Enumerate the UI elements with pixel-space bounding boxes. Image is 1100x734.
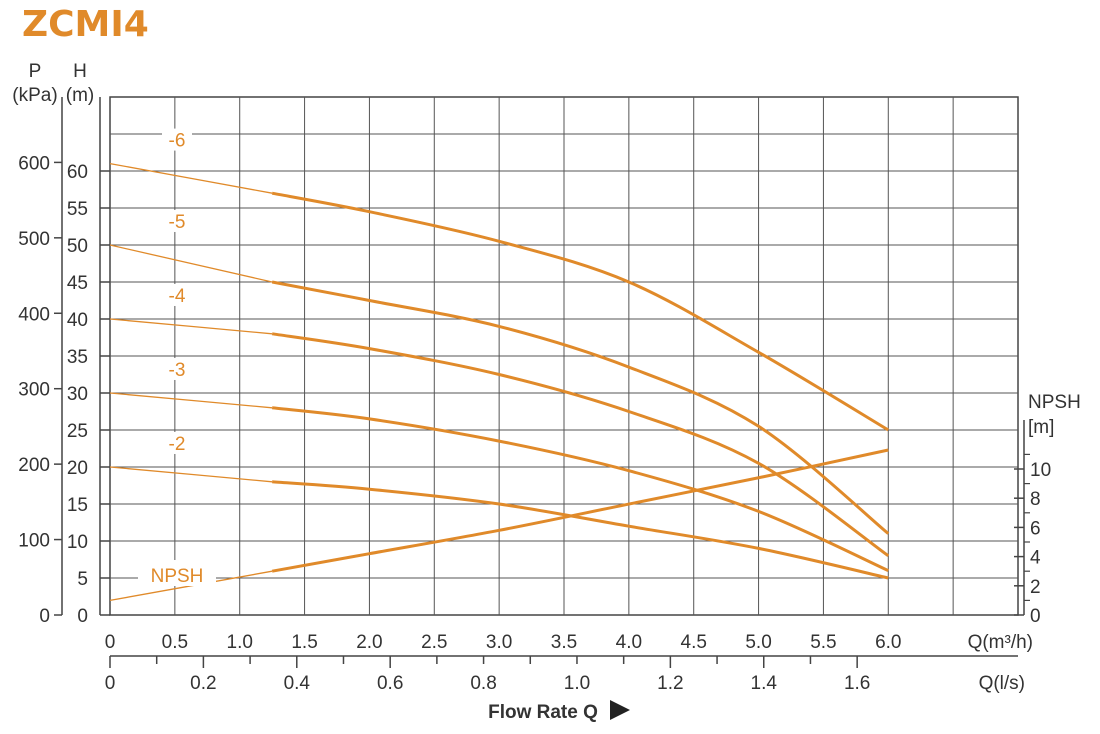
p-tick-label: 0	[39, 606, 50, 627]
curve-label-6: -6	[169, 131, 186, 152]
axes: 051015202530354045505560H(m)010020030040…	[12, 61, 1081, 723]
curves	[109, 162, 890, 602]
curve-label-5: -5	[169, 212, 186, 233]
p-axis-label: P	[29, 61, 42, 82]
curve-label-2: -2	[169, 434, 186, 455]
p-tick-label: 600	[18, 153, 50, 174]
h-axis-unit: (m)	[66, 85, 94, 106]
h-tick-label: 25	[67, 421, 88, 442]
h-tick-label: 10	[67, 532, 88, 553]
h-axis-label: H	[73, 61, 87, 82]
curve-label-npsh: NPSH	[151, 566, 204, 587]
npsh-axis-label: NPSH	[1028, 392, 1081, 413]
xls-tick-label: 0.4	[284, 673, 311, 694]
xm3h-tick-label: 5.5	[810, 632, 836, 653]
xls-tick-label: 0.2	[190, 673, 216, 694]
h-tick-label: 60	[67, 162, 88, 183]
curve-label-3: -3	[169, 360, 186, 381]
xls-axis-label: Q(l/s)	[979, 673, 1025, 694]
xls-tick-label: 0	[105, 673, 116, 694]
curve-label-bg	[162, 357, 192, 380]
p-tick-label: 200	[18, 455, 50, 476]
npsh-tick-label: 0	[1030, 606, 1041, 627]
npsh-tick-label: 6	[1030, 518, 1041, 539]
p-axis-unit: (kPa)	[12, 85, 57, 106]
h-tick-label: 40	[67, 310, 88, 331]
xm3h-tick-label: 5.0	[745, 632, 771, 653]
curve--4	[271, 332, 890, 558]
curve-label-bg	[162, 209, 192, 232]
xm3h-tick-label: 6.0	[875, 632, 901, 653]
curve-label-bg	[162, 283, 192, 306]
xm3h-tick-label: 1.5	[291, 632, 317, 653]
curve--5	[271, 280, 890, 535]
curve-label-bg	[162, 431, 192, 454]
xm3h-axis-label: Q(m³/h)	[968, 632, 1033, 653]
h-tick-label: 30	[67, 384, 88, 405]
xm3h-tick-label: 0.5	[162, 632, 188, 653]
curve-thin--6	[109, 162, 273, 194]
h-tick-label: 45	[67, 273, 88, 294]
h-tick-label: 35	[67, 347, 88, 368]
curve-NPSH	[271, 448, 889, 573]
xls-tick-label: 1.2	[657, 673, 683, 694]
xm3h-tick-label: 4.5	[681, 632, 707, 653]
xm3h-tick-label: 2.5	[421, 632, 447, 653]
npsh-tick-label: 8	[1030, 489, 1041, 510]
xm3h-tick-label: 0	[105, 632, 116, 653]
curve-thin--4	[109, 318, 273, 335]
curve--6	[271, 191, 890, 432]
xm3h-tick-label: 3.5	[551, 632, 577, 653]
h-tick-label: 50	[67, 236, 88, 257]
curve-label-4: -4	[169, 286, 186, 307]
npsh-label-bg	[138, 560, 216, 586]
arrow-right-icon	[610, 700, 630, 720]
npsh-axis-unit: [m]	[1028, 417, 1054, 438]
h-tick-label: 15	[67, 495, 88, 516]
h-tick-label: 5	[77, 569, 88, 590]
xls-tick-label: 1.4	[751, 673, 778, 694]
labels: -6 -5 -4 -3 -2 NPSH	[138, 128, 216, 587]
xm3h-tick-label: 1.0	[227, 632, 253, 653]
npsh-tick-label: 2	[1030, 577, 1041, 598]
p-tick-label: 500	[18, 229, 50, 250]
curve--3	[271, 406, 889, 572]
curve-thin--3	[109, 392, 273, 409]
curve--2	[272, 480, 889, 580]
xls-tick-label: 0.6	[377, 673, 403, 694]
p-tick-label: 300	[18, 380, 50, 401]
xls-tick-label: 0.8	[470, 673, 496, 694]
curve-thin--5	[109, 244, 273, 283]
h-tick-label: 0	[77, 606, 88, 627]
xm3h-tick-label: 4.0	[616, 632, 642, 653]
npsh-tick-label: 10	[1030, 460, 1051, 481]
xm3h-tick-label: 3.0	[486, 632, 512, 653]
xls-tick-label: 1.6	[844, 673, 870, 694]
xm3h-tick-label: 2.0	[356, 632, 382, 653]
h-tick-label: 20	[67, 458, 88, 479]
xls-tick-label: 1.0	[564, 673, 590, 694]
curve-label-bg	[162, 128, 192, 151]
x-axis-title: Flow Rate Q	[488, 702, 598, 723]
p-tick-label: 100	[18, 531, 50, 552]
h-tick-label: 55	[67, 199, 88, 220]
curve-thin--2	[109, 466, 273, 483]
chart-title: ZCMI4	[22, 4, 149, 45]
grid	[109, 96, 1019, 616]
npsh-tick-label: 4	[1030, 548, 1041, 569]
p-tick-label: 400	[18, 304, 50, 325]
